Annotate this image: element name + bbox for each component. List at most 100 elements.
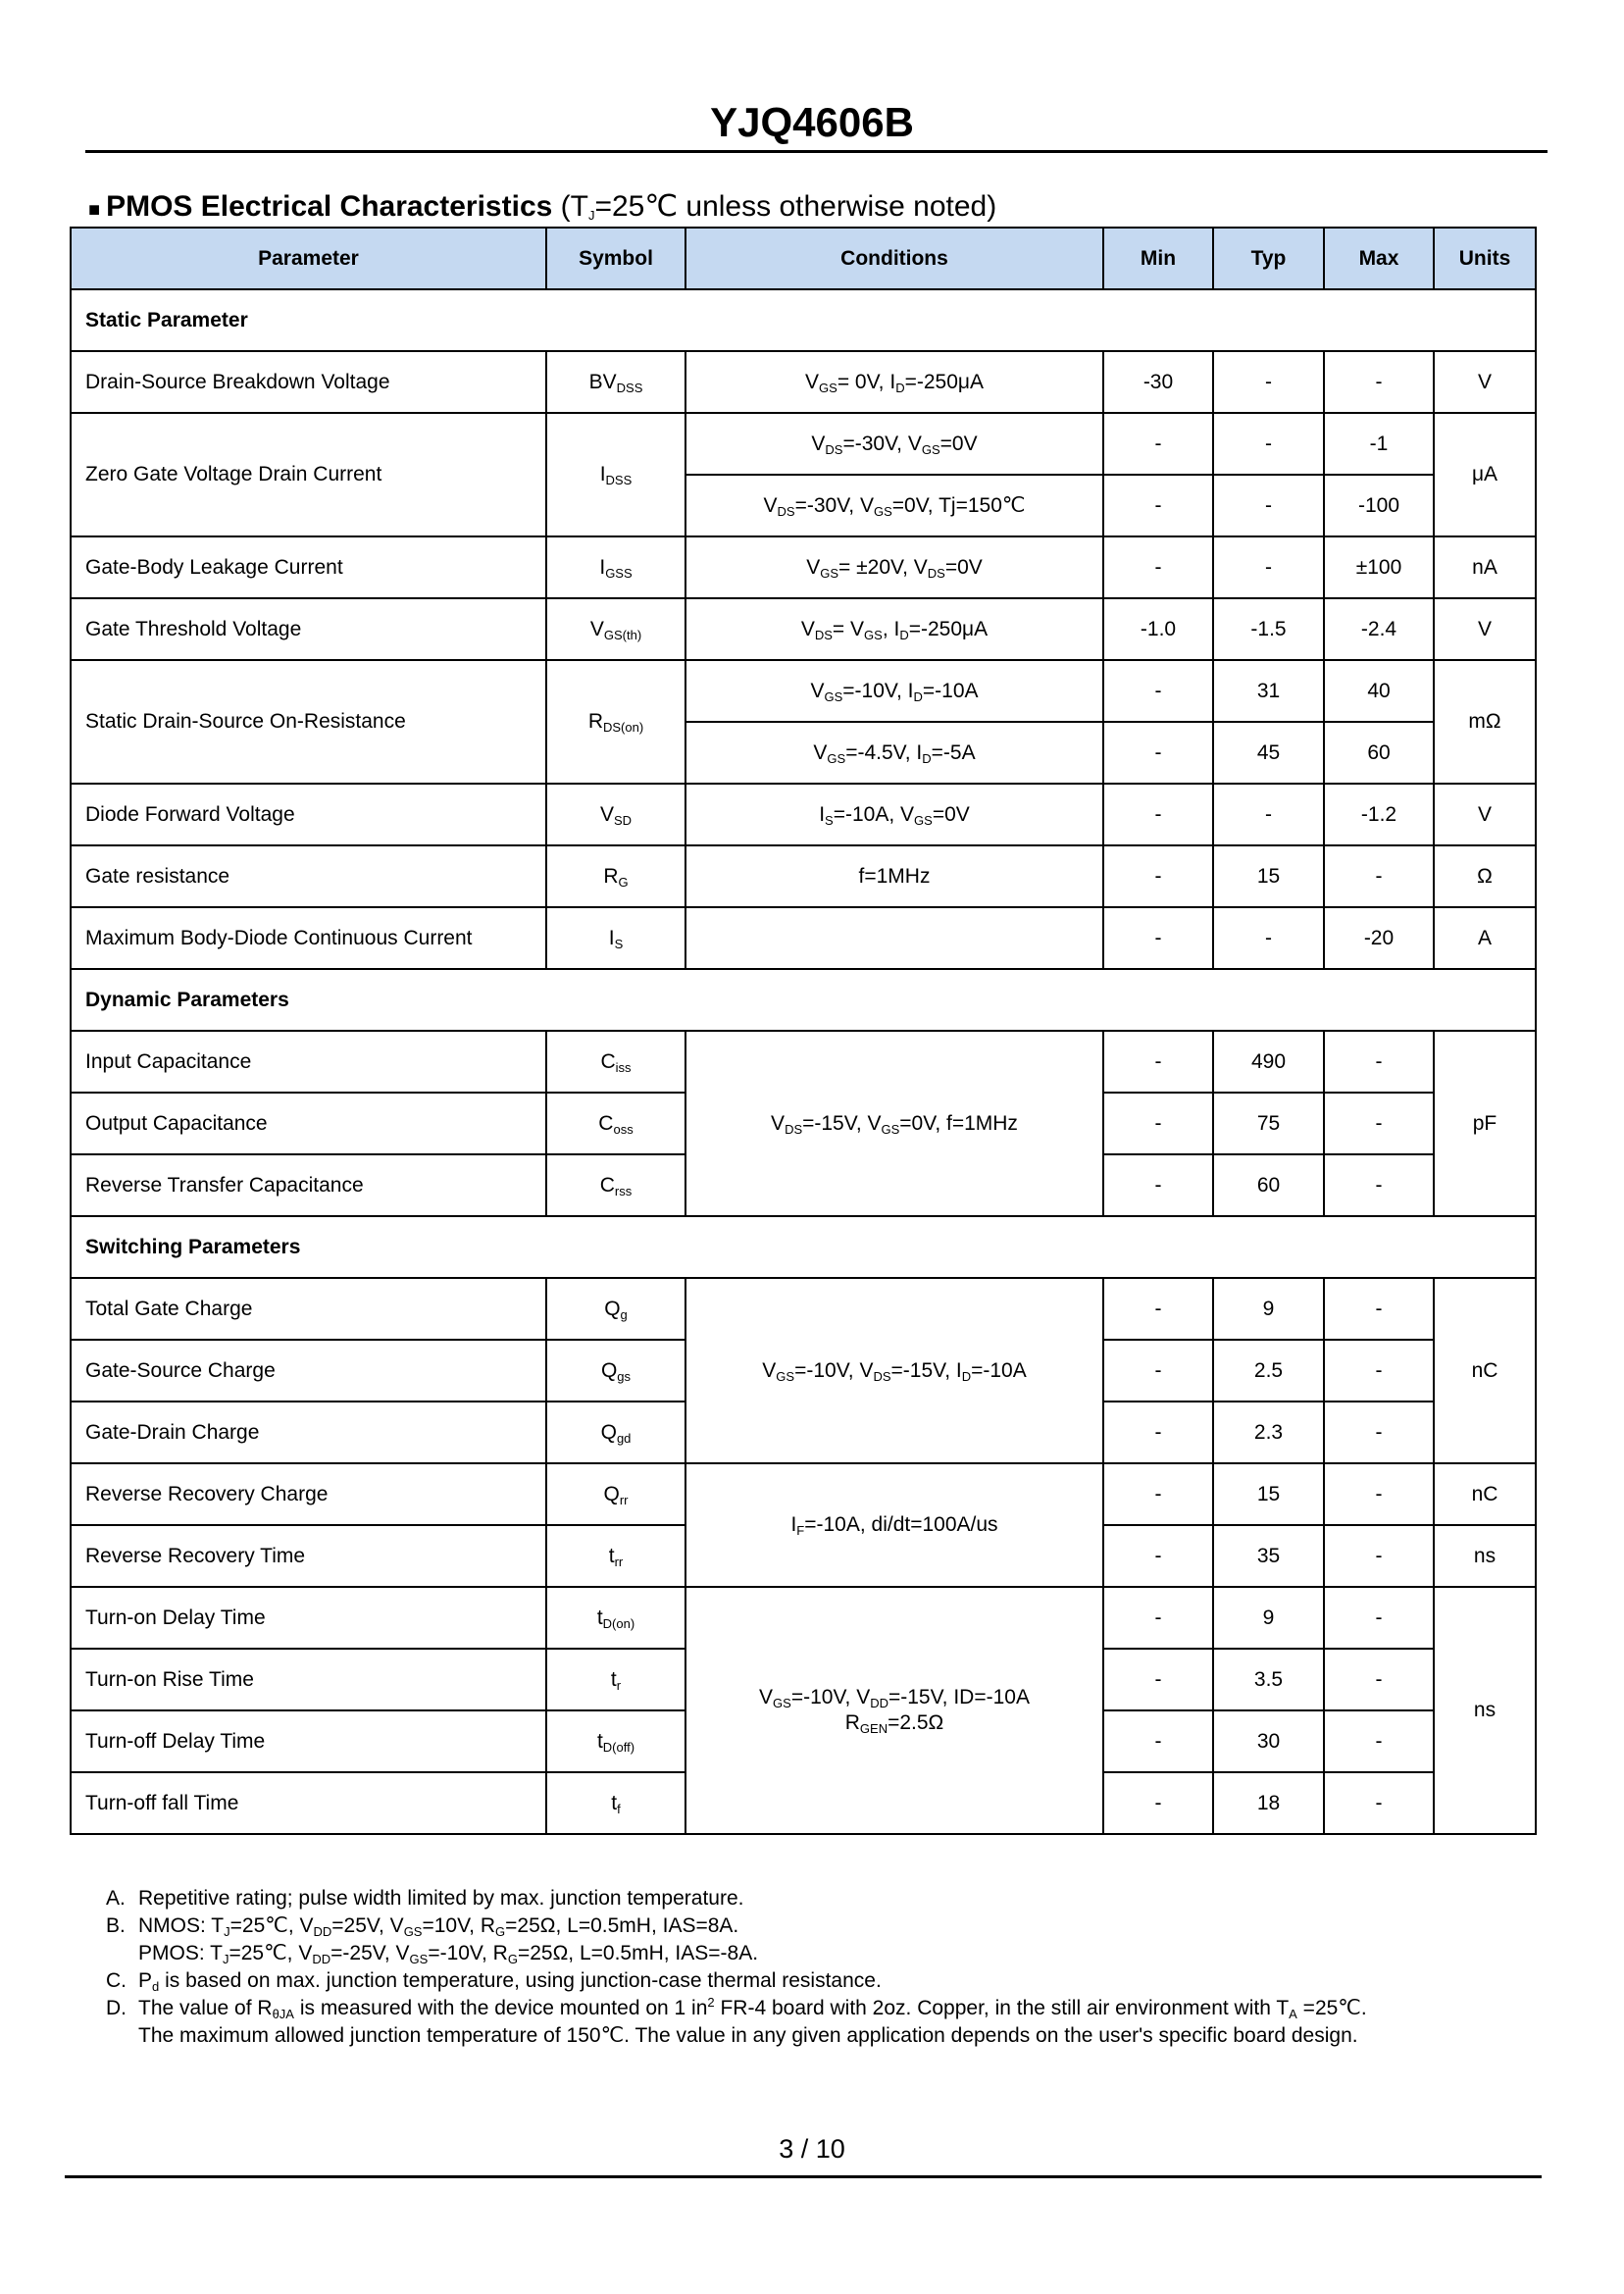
- cell-typ: 35: [1212, 1524, 1325, 1588]
- cell-max: -: [1323, 350, 1435, 414]
- cell-min: -: [1102, 906, 1214, 970]
- cell-units: pF: [1433, 1030, 1537, 1217]
- cell-max: -: [1323, 1339, 1435, 1402]
- cell-min: -: [1102, 1771, 1214, 1835]
- footnote-label: [106, 2022, 138, 2050]
- cell-param: Gate resistance: [70, 844, 547, 908]
- cell-min: -: [1102, 1586, 1214, 1650]
- section-title: Static Parameter: [70, 288, 1537, 352]
- column-header-units: Units: [1433, 227, 1537, 290]
- cell-units: μA: [1433, 412, 1537, 537]
- cell-min: -: [1102, 1524, 1214, 1588]
- cell-min: -: [1102, 474, 1214, 537]
- cell-min: -: [1102, 1153, 1214, 1217]
- cell-cond: VDS=-30V, VGS=0V: [685, 412, 1104, 476]
- footnote-text: Pd is based on max. junction temperature…: [138, 1969, 882, 1994]
- footnote: C. Pd is based on max. junction temperatu…: [106, 1967, 1367, 1995]
- cell-param: Reverse Transfer Capacitance: [70, 1153, 547, 1217]
- cell-param: Gate-Source Charge: [70, 1339, 547, 1402]
- cell-typ: 2.5: [1212, 1339, 1325, 1402]
- cell-min: -: [1102, 1401, 1214, 1464]
- cell-symbol: Crss: [545, 1153, 686, 1217]
- footnote: D. The value of RθJA is measured with the…: [106, 1995, 1367, 2022]
- cell-symbol: Ciss: [545, 1030, 686, 1094]
- cell-min: -: [1102, 659, 1214, 723]
- cell-symbol: Qgd: [545, 1401, 686, 1464]
- table-row: Turn-off Delay Time tD(off) -30-: [70, 1709, 1536, 1773]
- footnote: B. NMOS: TJ=25℃, VDD=25V, VGS=10V, RG=25Ω…: [106, 1912, 1367, 1940]
- cell-typ: -: [1212, 412, 1325, 476]
- cell-cond: f=1MHz: [685, 844, 1104, 908]
- table-row: Static Drain-Source On-Resistance RDS(on)…: [70, 659, 1537, 785]
- cell-symbol: Qrr: [545, 1462, 686, 1526]
- table-row: Gate Threshold Voltage VGS(th) VDS= VGS, I…: [70, 597, 1537, 661]
- cell-cond: VGS= ±20V, VDS=0V: [685, 535, 1104, 599]
- footnote-text: PMOS: TJ=25℃, VDD=-25V, VGS=-10V, RG=25Ω…: [138, 1942, 759, 1966]
- cell-units: nA: [1433, 535, 1537, 599]
- cell-typ: 3.5: [1212, 1648, 1325, 1711]
- cell-typ: -: [1212, 535, 1325, 599]
- cell-max: -: [1323, 1462, 1435, 1526]
- column-header-typ: Typ: [1212, 227, 1325, 290]
- cell-symbol: RDS(on): [545, 659, 686, 785]
- cell-param: Reverse Recovery Time: [70, 1524, 547, 1588]
- cell-units: ns: [1433, 1524, 1537, 1588]
- footnote-text: NMOS: TJ=25℃, VDD=25V, VGS=10V, RG=25Ω, …: [138, 1914, 739, 1939]
- cell-units: V: [1433, 783, 1537, 846]
- cell-units: A: [1433, 906, 1537, 970]
- cell-typ: 15: [1212, 844, 1325, 908]
- footer-rule: [65, 2175, 1542, 2178]
- footnote: The maximum allowed junction temperature…: [106, 2022, 1367, 2050]
- cell-typ: -1.5: [1212, 597, 1325, 661]
- cell-cond: VDS=-15V, VGS=0V, f=1MHz: [685, 1030, 1104, 1217]
- cell-units: Ω: [1433, 844, 1537, 908]
- cell-typ: 30: [1212, 1709, 1325, 1773]
- cell-symbol: IGSS: [545, 535, 686, 599]
- cell-typ: 490: [1212, 1030, 1325, 1094]
- column-header-min: Min: [1102, 227, 1214, 290]
- cell-param: Turn-on Rise Time: [70, 1648, 547, 1711]
- cell-param: Turn-off fall Time: [70, 1771, 547, 1835]
- cell-symbol: tD(on): [545, 1586, 686, 1650]
- cell-param: Turn-on Delay Time: [70, 1586, 547, 1650]
- table-row: Gate-Drain Charge Qgd -2.3-: [70, 1401, 1536, 1464]
- footnote-label: C.: [106, 1969, 127, 1992]
- cell-cond: VGS=-10V, ID=-10A: [685, 659, 1104, 723]
- table-row: Reverse Recovery Charge Qrr IF=-10A, di/dt…: [70, 1462, 1537, 1588]
- table-row: VGS=-4.5V, ID=-5A -45 60: [71, 721, 1536, 785]
- cell-max: -: [1323, 844, 1435, 908]
- cell-symbol: IDSS: [545, 412, 686, 537]
- cell-max: -: [1323, 1524, 1435, 1588]
- cell-param: Gate-Drain Charge: [70, 1401, 547, 1464]
- cell-cond: VDS= VGS, ID=-250μA: [685, 597, 1104, 661]
- cell-max: 60: [1323, 721, 1435, 785]
- document-title: YJQ4606B: [710, 99, 914, 145]
- section-row: Static Parameter: [70, 288, 1537, 352]
- cell-param: Gate-Body Leakage Current: [70, 535, 547, 599]
- cell-param: Output Capacitance: [70, 1092, 547, 1155]
- column-header-max: Max: [1323, 227, 1435, 290]
- cell-typ: 31: [1212, 659, 1325, 723]
- cell-symbol: tD(off): [545, 1709, 686, 1773]
- column-header-conditions: Conditions: [685, 227, 1104, 290]
- cell-cond: VGS=-4.5V, ID=-5A: [685, 721, 1104, 785]
- cell-typ: 15: [1212, 1462, 1325, 1526]
- cell-max: -2.4: [1323, 597, 1435, 661]
- footnote-text: The value of RθJA is measured with the d…: [138, 1995, 1367, 2021]
- table-row: Reverse Recovery Time trr -35- ns: [70, 1524, 1537, 1588]
- cell-max: -: [1323, 1277, 1435, 1341]
- table-row: Gate-Source Charge Qgs -2.5-: [70, 1339, 1536, 1402]
- section-title: Switching Parameters: [70, 1215, 1537, 1279]
- page-number: 3 / 10: [779, 2134, 845, 2164]
- cell-cond: VGS=-10V, VDD=-15V, ID=-10A RGEN=2.5Ω: [685, 1586, 1104, 1835]
- table-row: Diode Forward Voltage VSD IS=-10A, VGS=0V -…: [70, 783, 1537, 846]
- cell-min: -: [1102, 1709, 1214, 1773]
- table-row: Turn-on Delay Time tD(on) VGS=-10V, VDD=-1…: [70, 1586, 1537, 1835]
- cell-max: -1.2: [1323, 783, 1435, 846]
- table-row: Maximum Body-Diode Continuous Current IS -…: [70, 906, 1537, 970]
- cell-units: ns: [1433, 1586, 1537, 1835]
- section-heading: ■ PMOS Electrical Characteristics (TJ=25℃…: [88, 189, 996, 228]
- cell-min: -: [1102, 1462, 1214, 1526]
- cell-param: Turn-off Delay Time: [70, 1709, 547, 1773]
- section-row: Switching Parameters: [70, 1215, 1537, 1279]
